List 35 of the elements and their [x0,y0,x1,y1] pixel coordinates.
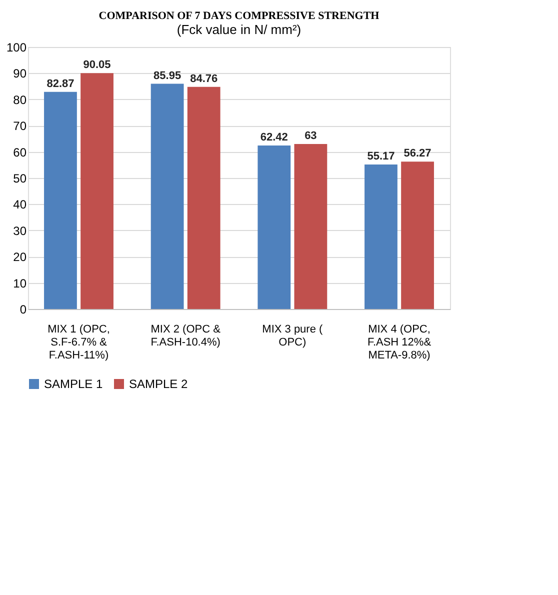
y-tick-label: 0 [20,302,27,316]
bar [401,162,434,309]
data-label: 62.42 [260,131,288,144]
bar [364,164,398,309]
legend-label: SAMPLE 1 [44,377,104,391]
data-label: 84.76 [190,72,218,85]
y-tick-label: 60 [13,145,27,160]
y-tick-label: 70 [13,119,27,134]
y-tick-label: 100 [6,40,27,54]
bar [258,145,291,309]
y-tick-label: 80 [13,92,27,107]
data-label: 82.87 [46,78,74,90]
data-label: 55.17 [367,150,395,162]
bar [294,144,328,309]
data-label: 85.95 [154,70,182,82]
data-label: 63 [304,130,317,142]
bar [80,73,114,309]
y-tick-label: 20 [13,250,27,264]
data-label: 56.27 [404,148,432,160]
bar [187,86,220,309]
legend-label: SAMPLE 2 [129,377,188,391]
x-tick-label: MIX 1 (OPC, S.F-6.7% & F.ASH-11%) [48,324,110,362]
y-tick-label: 30 [13,224,27,238]
bar [150,84,184,309]
y-tick-label: 50 [13,172,27,186]
y-tick-label: 10 [13,276,27,290]
y-tick-label: 90 [13,66,27,81]
chart-subtitle: (Fck value in N/ mm²) [176,22,302,37]
chart-title: COMPARISON OF 7 DAYS COMPRESSIVE STRENGTH [98,10,380,22]
x-tick-label: MIX 2 (OPC & F.ASH-10.4%) [150,324,222,348]
x-tick-label: MIX 4 (OPC, F.ASH 12%& META-9.8%) [367,324,432,362]
bar [44,92,77,309]
data-label: 90.05 [83,59,111,72]
x-tick-label: MIX 3 pure ( OPC) [262,324,324,348]
y-tick-label: 40 [13,198,27,212]
